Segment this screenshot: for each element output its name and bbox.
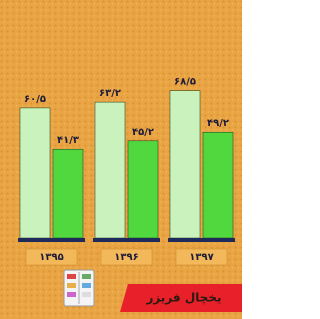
value-label: ۴۵/۲ bbox=[132, 127, 154, 138]
baseline bbox=[93, 238, 160, 242]
x-tick-label: ۱۳۹۶ bbox=[114, 252, 138, 263]
fridge-icon bbox=[64, 270, 94, 306]
x-tick-label: ۱۳۹۷ bbox=[189, 252, 213, 263]
baseline bbox=[168, 238, 235, 242]
bar bbox=[170, 91, 200, 238]
value-label: ۶۸/۵ bbox=[174, 77, 196, 88]
baseline bbox=[18, 238, 85, 242]
bar bbox=[53, 149, 83, 238]
bar bbox=[203, 132, 233, 238]
value-label: ۶۰/۵ bbox=[24, 94, 46, 105]
chart: یخچال فریزر ۶۰/۵ ۴۱/۳ ۱۳۹۵ ۶۳/۲ ۴۵/۲ ۱۳۹۶ ۶۸/۵… bbox=[0, 0, 242, 319]
bar bbox=[128, 141, 158, 238]
value-label: ۴۹/۲ bbox=[207, 118, 229, 129]
value-label: ۴۱/۳ bbox=[57, 135, 79, 146]
value-label: ۶۳/۲ bbox=[99, 88, 121, 99]
bar bbox=[95, 102, 125, 238]
x-tick-label: ۱۳۹۵ bbox=[39, 252, 63, 263]
bar bbox=[20, 108, 50, 238]
chart-title: یخچال فریزر bbox=[145, 291, 221, 305]
